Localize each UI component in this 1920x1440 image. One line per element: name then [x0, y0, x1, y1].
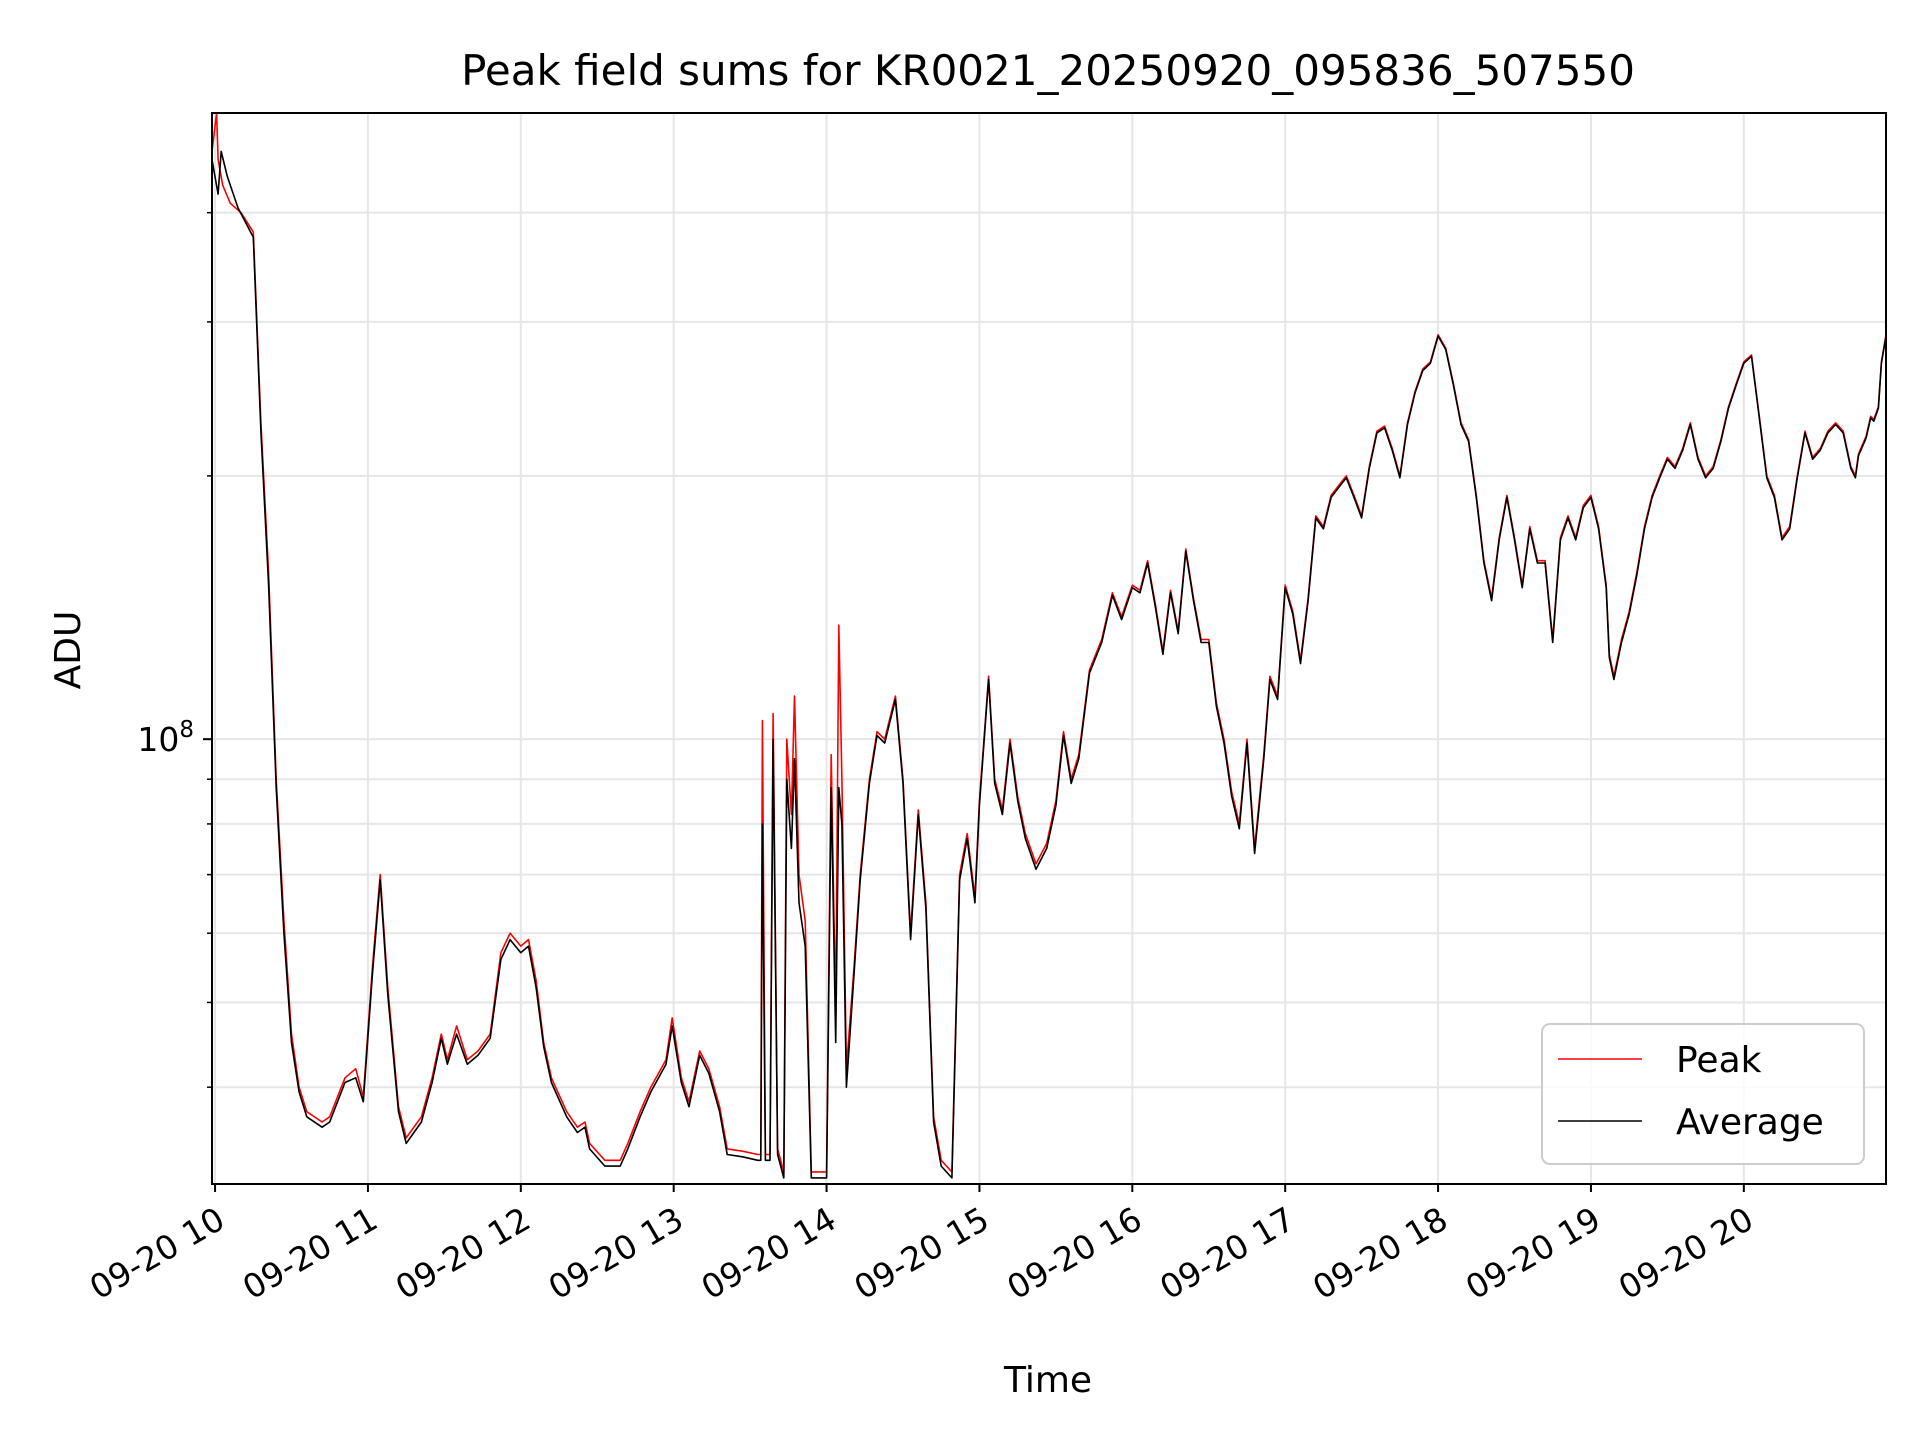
y-tick-label-0: 108: [137, 717, 194, 759]
legend-label-peak: Peak: [1676, 1040, 1762, 1081]
grid-lines: [212, 113, 1886, 1184]
plot-area-frame: [211, 112, 1887, 1185]
y-axis-label: ADU: [48, 611, 89, 690]
legend-label-average: Average: [1676, 1102, 1824, 1143]
chart-title: Peak field sums for KR0021_20250920_0958…: [461, 46, 1635, 95]
series-line-average: [212, 150, 1886, 1179]
series-lines: [212, 113, 1886, 1179]
legend: Peak Average: [1541, 1023, 1865, 1165]
x-axis-label: Time: [1003, 1360, 1092, 1401]
